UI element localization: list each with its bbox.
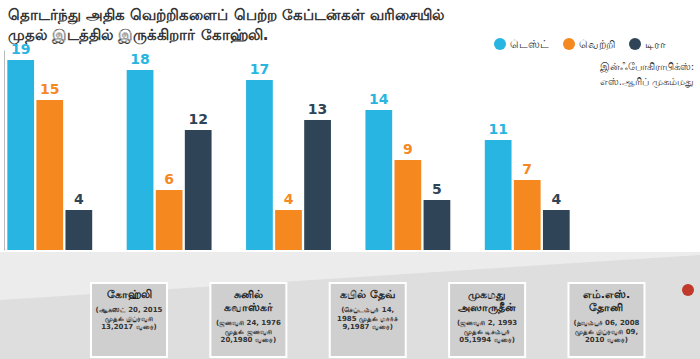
legend-label: வெற்றி bbox=[579, 38, 615, 51]
bar bbox=[246, 80, 273, 250]
data-label: 7 bbox=[522, 161, 532, 177]
data-label: 4 bbox=[284, 191, 294, 207]
data-labels: 19 18 17 14 11 15 6 4 9 7 4 12 13 5 4 bbox=[11, 41, 561, 207]
legend-label: டிரா bbox=[645, 38, 666, 51]
data-label: 19 bbox=[11, 41, 30, 57]
bar bbox=[304, 120, 331, 250]
legend: டெஸ்ட் வெற்றி டிரா bbox=[494, 38, 666, 51]
data-label: 9 bbox=[403, 141, 413, 157]
bars bbox=[7, 60, 569, 250]
chart: தொடர்ந்து அதிக வெற்றிகளைப் பெற்ற கேப்டன்… bbox=[0, 0, 700, 359]
legend-label: டெஸ்ட் bbox=[510, 38, 549, 51]
text-line: கவாஸ்கர் bbox=[224, 301, 273, 314]
data-label: 6 bbox=[164, 171, 174, 187]
bar bbox=[514, 180, 541, 250]
category-label: சுனில்கவாஸ்கர் bbox=[224, 288, 273, 314]
bar bbox=[543, 210, 570, 250]
data-label: 5 bbox=[432, 181, 442, 197]
text-line: கபில் தேவ் bbox=[340, 288, 396, 302]
label-box bbox=[449, 283, 525, 357]
text-line: முகமது bbox=[468, 288, 506, 302]
period-label: (ஜனவரி 2, 1993முதல் டிசம்பர்05,1994 வரை) bbox=[457, 319, 517, 344]
text-line: அஸாருதீன் bbox=[458, 301, 516, 315]
credit: இன்ஃபோகிராபிக்ஸ்: bbox=[600, 61, 694, 73]
label-box bbox=[330, 283, 406, 357]
y-axis bbox=[4, 51, 5, 251]
x-axis-labels: கோஹ்லி (ஆகஸ்ட் 20, 2015முதல் பிப்ரவரி13,2… bbox=[91, 283, 644, 357]
period-label: (ஜனவரி 24, 1976முதல் ஜனவரி20,1980 வரை) bbox=[216, 319, 281, 344]
period-label: (நவம்பர் 06, 2008முதல் பிப்ரவரி 09,2010 … bbox=[573, 319, 639, 344]
text-line: தொடர்ந்து அதிக வெற்றிகளைப் பெற்ற கேப்டன்… bbox=[8, 6, 444, 25]
y-axis-line bbox=[4, 51, 5, 251]
floor bbox=[0, 252, 700, 359]
text-line: சுனில் bbox=[234, 288, 263, 301]
title: தொடர்ந்து அதிக வெற்றிகளைப் பெற்ற கேப்டன்… bbox=[8, 6, 444, 45]
data-label: 14 bbox=[369, 91, 389, 107]
legend-swatch bbox=[629, 38, 641, 50]
text-line: (ஆகஸ்ட் 20, 2015 bbox=[96, 306, 163, 314]
bar bbox=[7, 60, 34, 250]
text-line: 05,1994 வரை) bbox=[459, 336, 515, 344]
category-label: கோஹ்லி bbox=[107, 288, 152, 301]
bar bbox=[185, 130, 212, 250]
data-label: 18 bbox=[130, 51, 149, 67]
period-label: (ஆகஸ்ட் 20, 2015முதல் பிப்ரவரி13,2017 வர… bbox=[96, 306, 163, 331]
text-line: 13,2017 வரை) bbox=[101, 323, 157, 331]
data-label: 11 bbox=[488, 121, 507, 137]
bar bbox=[65, 210, 92, 250]
text-line: 9,1987 வரை) bbox=[342, 323, 393, 331]
bar bbox=[127, 70, 154, 250]
bar bbox=[394, 160, 421, 250]
label-box bbox=[568, 283, 644, 357]
bar bbox=[275, 210, 302, 250]
ball bbox=[682, 284, 694, 296]
data-label: 4 bbox=[551, 191, 561, 207]
bar bbox=[36, 100, 63, 250]
category-label: முகமதுஅஸாருதீன் bbox=[458, 288, 516, 315]
label-box bbox=[210, 283, 286, 357]
data-label: 17 bbox=[250, 61, 269, 77]
legend-swatch bbox=[494, 38, 506, 50]
bar bbox=[485, 140, 512, 250]
text-line: முதல் இடத்தில் இருக்கிறார் கோஹ்லி. bbox=[8, 26, 268, 45]
label-box bbox=[91, 283, 167, 357]
category-label: கபில் தேவ் bbox=[340, 288, 396, 302]
text-line: தோனி bbox=[589, 301, 623, 315]
text-line: கோஹ்லி bbox=[107, 288, 152, 301]
bar bbox=[156, 190, 183, 250]
text-line: 20,1980 வரை) bbox=[221, 336, 277, 344]
text-line: எம்.எஸ். bbox=[583, 288, 630, 301]
data-label: 12 bbox=[188, 111, 207, 127]
data-label: 13 bbox=[308, 101, 327, 117]
data-label: 4 bbox=[74, 191, 84, 207]
text-line: 2010 வரை) bbox=[585, 336, 628, 344]
floor-step bbox=[0, 255, 700, 359]
text-line: (செப்டம்பர் 14, bbox=[341, 306, 394, 314]
legend-swatch bbox=[563, 38, 575, 50]
data-label: 15 bbox=[40, 81, 59, 97]
period-label: (செப்டம்பர் 14,1985 முதல் மார்ச்9,1987 வ… bbox=[337, 306, 398, 331]
category-label: எம்.எஸ்.தோனி bbox=[583, 288, 630, 315]
credit: எஸ்.ஆரிப் முகம்மது bbox=[600, 76, 694, 88]
bar bbox=[424, 200, 451, 250]
bar bbox=[365, 110, 392, 250]
